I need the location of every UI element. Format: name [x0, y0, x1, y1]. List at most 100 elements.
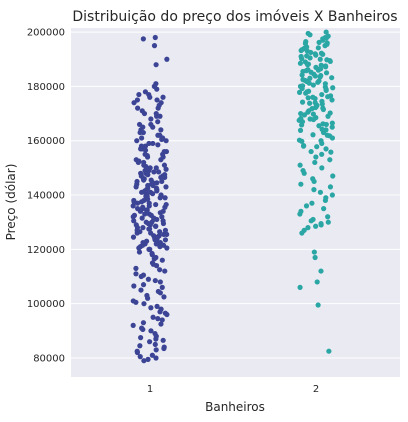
data-point — [329, 192, 335, 198]
data-point — [152, 341, 158, 348]
data-point — [304, 53, 310, 59]
data-point — [140, 239, 146, 246]
data-point — [319, 140, 325, 147]
data-point — [330, 173, 336, 179]
data-point — [318, 268, 324, 274]
data-point — [308, 69, 314, 75]
data-point — [319, 91, 325, 98]
data-point — [327, 58, 333, 65]
data-point — [140, 326, 146, 333]
data-point — [311, 178, 317, 185]
data-point — [160, 337, 166, 343]
data-point — [157, 279, 163, 285]
data-point — [308, 49, 314, 56]
data-point — [158, 127, 164, 133]
data-point — [153, 62, 159, 68]
data-point — [310, 116, 317, 123]
data-point — [322, 197, 329, 204]
data-point — [158, 174, 164, 180]
data-point — [319, 126, 325, 132]
data-point — [299, 56, 305, 62]
data-point — [162, 227, 169, 233]
chart-title: Distribuição do preço dos imóveis X Banh… — [72, 9, 397, 25]
data-point — [133, 157, 139, 163]
data-point — [313, 52, 319, 58]
data-point — [311, 249, 317, 255]
data-point — [160, 242, 167, 248]
data-point — [305, 225, 311, 231]
data-point — [315, 302, 321, 308]
data-point — [159, 284, 165, 290]
data-point — [312, 96, 318, 102]
data-point — [325, 214, 331, 220]
data-point — [143, 207, 150, 213]
data-point — [160, 208, 166, 214]
data-point — [303, 68, 309, 74]
data-point — [301, 112, 308, 118]
data-point — [153, 201, 159, 208]
data-point — [148, 328, 154, 334]
data-point — [299, 99, 306, 105]
data-point — [322, 84, 328, 90]
data-point — [297, 60, 304, 66]
data-point — [159, 136, 165, 142]
data-point — [146, 140, 152, 147]
data-point — [306, 88, 312, 94]
data-point — [134, 138, 140, 144]
data-point — [325, 219, 331, 225]
data-point — [145, 182, 151, 189]
data-point — [323, 64, 329, 70]
data-point — [313, 223, 319, 229]
data-point — [303, 203, 310, 209]
data-point — [317, 56, 323, 62]
data-point — [305, 61, 312, 67]
data-point — [150, 180, 156, 186]
data-point — [313, 154, 319, 160]
data-point — [297, 127, 304, 133]
data-point — [312, 73, 318, 79]
data-point — [317, 189, 324, 195]
data-point — [155, 316, 161, 322]
y-tick-label: 80000 — [33, 353, 65, 364]
data-point — [134, 348, 140, 354]
data-point — [139, 108, 145, 114]
data-point — [145, 276, 152, 282]
data-point — [329, 120, 335, 126]
data-point — [299, 72, 305, 78]
data-point — [159, 214, 165, 220]
data-point — [311, 187, 317, 193]
data-point — [143, 193, 149, 199]
data-point — [141, 358, 147, 364]
data-point — [142, 147, 149, 153]
data-point — [310, 111, 316, 117]
data-point — [149, 352, 155, 358]
data-point — [312, 254, 318, 261]
data-point — [154, 180, 160, 186]
data-point — [136, 91, 142, 98]
data-point — [153, 347, 159, 353]
data-point — [146, 246, 152, 252]
data-point — [315, 45, 321, 51]
data-point — [157, 309, 163, 315]
data-point — [153, 336, 159, 342]
data-point — [140, 282, 147, 288]
data-point — [327, 110, 333, 116]
data-point — [298, 47, 304, 54]
data-point — [134, 230, 140, 236]
data-point — [154, 303, 160, 309]
data-point — [314, 144, 320, 150]
data-point — [153, 165, 159, 171]
data-point — [135, 206, 141, 212]
y-tick-label: 160000 — [27, 136, 65, 147]
data-point — [323, 70, 330, 76]
data-point — [155, 132, 161, 138]
data-point — [145, 295, 151, 301]
data-point — [158, 321, 164, 327]
data-point — [131, 199, 137, 205]
data-point — [153, 110, 159, 117]
plot-area — [71, 28, 400, 377]
data-point — [323, 146, 329, 152]
data-point — [152, 34, 158, 41]
data-point — [162, 195, 168, 201]
